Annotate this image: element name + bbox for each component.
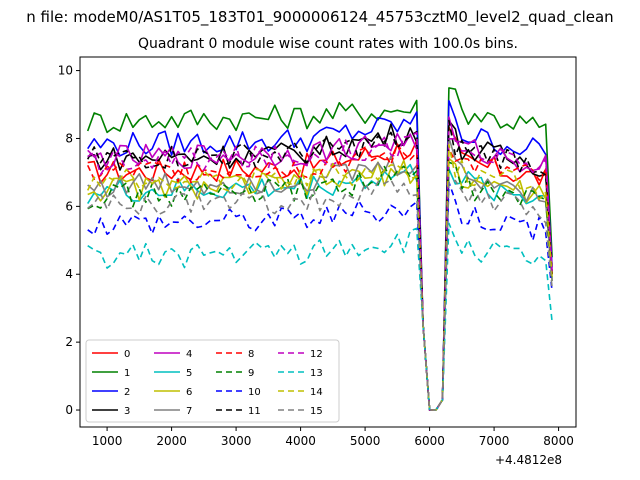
legend-label-5: 5 bbox=[186, 368, 192, 379]
legend-label-3: 3 bbox=[124, 406, 130, 417]
legend-label-14: 14 bbox=[310, 387, 323, 398]
legend-label-0: 0 bbox=[124, 349, 130, 360]
legend-label-11: 11 bbox=[248, 406, 261, 417]
y-tick-label: 4 bbox=[65, 267, 73, 281]
x-tick-label: 8000 bbox=[543, 434, 574, 448]
series-line-4 bbox=[87, 116, 553, 411]
series-line-6 bbox=[87, 157, 553, 411]
series-line-3 bbox=[87, 120, 553, 411]
series-line-1 bbox=[86, 87, 553, 411]
legend-label-12: 12 bbox=[310, 349, 323, 360]
legend-label-13: 13 bbox=[310, 368, 323, 379]
y-tick-label: 10 bbox=[58, 64, 73, 78]
plot-lines bbox=[86, 87, 553, 411]
legend-label-15: 15 bbox=[310, 406, 323, 417]
y-tick-label: 6 bbox=[65, 199, 73, 213]
legend-label-2: 2 bbox=[124, 387, 130, 398]
legend-box bbox=[85, 339, 340, 423]
legend-label-10: 10 bbox=[248, 387, 261, 398]
x-tick-label: 7000 bbox=[479, 434, 510, 448]
x-axis-ticks: 1000 2000 3000 4000 5000 6000 7000 8000 bbox=[92, 427, 574, 448]
figure-suptitle: n file: modeM0/AS1T05_183T01_9000006124_… bbox=[26, 8, 614, 26]
series-line-11 bbox=[86, 119, 553, 411]
series-line-15 bbox=[87, 179, 553, 411]
legend-label-4: 4 bbox=[186, 349, 192, 360]
x-tick-label: 2000 bbox=[156, 434, 187, 448]
legend-label-9: 9 bbox=[248, 368, 254, 379]
x-tick-label: 6000 bbox=[414, 434, 445, 448]
legend-label-6: 6 bbox=[186, 387, 192, 398]
x-tick-label: 1000 bbox=[92, 434, 123, 448]
x-tick-label: 4000 bbox=[285, 434, 316, 448]
legend-label-7: 7 bbox=[186, 406, 192, 417]
axes-frame bbox=[79, 56, 577, 428]
y-tick-label: 8 bbox=[65, 131, 73, 145]
series-line-10 bbox=[87, 181, 553, 411]
series-line-12 bbox=[87, 131, 553, 411]
series-line-13 bbox=[87, 222, 553, 411]
legend-label-8: 8 bbox=[248, 349, 254, 360]
series-line-14 bbox=[86, 143, 553, 411]
legend-label-1: 1 bbox=[124, 368, 130, 379]
y-tick-label: 0 bbox=[65, 403, 73, 417]
x-offset-label: +4.4812e8 bbox=[495, 453, 562, 467]
y-axis-ticks: 0 2 4 6 8 10 bbox=[58, 64, 80, 417]
x-tick-label: 3000 bbox=[221, 434, 252, 448]
x-tick-label: 5000 bbox=[350, 434, 381, 448]
chart-title: Quadrant 0 module wise count rates with … bbox=[138, 36, 518, 52]
y-tick-label: 2 bbox=[65, 335, 73, 349]
series-line-9 bbox=[87, 161, 553, 411]
